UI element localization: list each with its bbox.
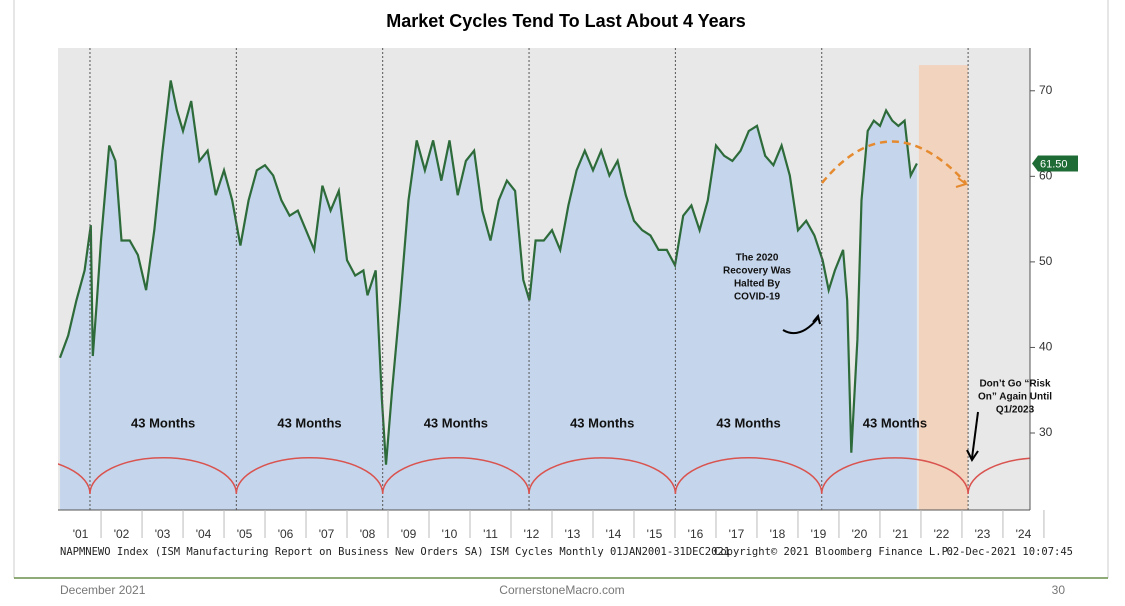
cycle-arc xyxy=(89,457,238,494)
chart-title: Market Cycles Tend To Last About 4 Years xyxy=(386,11,745,31)
cycle-arc xyxy=(58,463,91,494)
x-tick-label: '02 xyxy=(114,527,130,541)
x-tick-label: '14 xyxy=(606,527,622,541)
y-tick-label: 30 xyxy=(1039,425,1053,439)
x-tick-label: '03 xyxy=(155,527,171,541)
annotation: Halted By xyxy=(734,279,781,290)
x-tick-label: '19 xyxy=(811,527,827,541)
value-badge xyxy=(1032,155,1078,172)
x-tick-label: '09 xyxy=(401,527,417,541)
arrowhead xyxy=(955,177,969,188)
x-tick-label: '10 xyxy=(442,527,458,541)
y-tick-label: 70 xyxy=(1039,83,1053,97)
x-tick-label: '17 xyxy=(729,527,745,541)
cycle-label: 43 Months xyxy=(277,415,341,430)
x-tick-label: '08 xyxy=(360,527,376,541)
forecast-band xyxy=(918,65,969,510)
footer-date: December 2021 xyxy=(60,583,146,597)
cycle-arc xyxy=(674,457,823,494)
cycle-arc xyxy=(820,457,969,494)
value-badge-label: 61.50 xyxy=(1040,158,1068,170)
cycle-arc xyxy=(235,457,384,494)
x-tick-label: '23 xyxy=(975,527,991,541)
arrow xyxy=(782,317,819,334)
x-tick-label: '05 xyxy=(237,527,253,541)
annotation: Don’t Go “Risk xyxy=(979,379,1051,390)
annotation: The 2020 xyxy=(736,253,779,264)
x-tick-label: '21 xyxy=(893,527,909,541)
x-tick-label: '11 xyxy=(483,527,498,541)
x-tick-label: '01 xyxy=(73,527,89,541)
cycle-label: 43 Months xyxy=(863,415,927,430)
timestamp: 02-Dec-2021 10:07:45 xyxy=(947,546,1073,558)
page-number: 30 xyxy=(1052,583,1066,597)
cycle-label: 43 Months xyxy=(131,415,195,430)
annotation: Recovery Was xyxy=(723,266,791,277)
cycle-label: 43 Months xyxy=(716,415,780,430)
x-tick-label: '24 xyxy=(1016,527,1032,541)
x-tick-label: '20 xyxy=(852,527,868,541)
y-tick-label: 60 xyxy=(1039,169,1053,183)
x-tick-label: '13 xyxy=(565,527,581,541)
cycle-arc xyxy=(528,457,677,494)
annotation: Q1/2023 xyxy=(996,405,1035,416)
annotation: On” Again Until xyxy=(978,392,1052,403)
copyright: Copyright© 2021 Bloomberg Finance L.P. xyxy=(714,546,954,558)
x-tick-label: '22 xyxy=(934,527,950,541)
source-note: NAPMNEWO Index (ISM Manufacturing Report… xyxy=(60,546,730,558)
footer-site: CornerstoneMacro.com xyxy=(499,583,624,597)
cycle-arc xyxy=(381,457,530,494)
y-tick-label: 50 xyxy=(1039,254,1053,268)
cycle-label: 43 Months xyxy=(424,415,488,430)
line xyxy=(58,80,918,465)
annotation: COVID-19 xyxy=(734,292,781,303)
x-tick-label: '18 xyxy=(770,527,786,541)
x-tick-label: '12 xyxy=(524,527,540,541)
cycle-label: 43 Months xyxy=(570,415,634,430)
cycle-arc xyxy=(967,457,1030,494)
axes: 30 40 50 60 70 '01 '02 '03 '04 '05 '06 '07 '08 '09 '10… xyxy=(58,48,1078,541)
y-tick-label: 40 xyxy=(1039,340,1053,354)
x-tick-label: '06 xyxy=(278,527,294,541)
arrow xyxy=(971,411,979,459)
plot xyxy=(58,48,1030,510)
arrowhead xyxy=(966,449,979,462)
area xyxy=(60,80,917,510)
x-tick-label: '16 xyxy=(688,527,704,541)
x-tick-label: '07 xyxy=(319,527,335,541)
arrowhead xyxy=(812,313,821,325)
x-tick-label: '15 xyxy=(647,527,663,541)
forecast-arc xyxy=(821,140,967,184)
x-tick-label: '04 xyxy=(196,527,212,541)
